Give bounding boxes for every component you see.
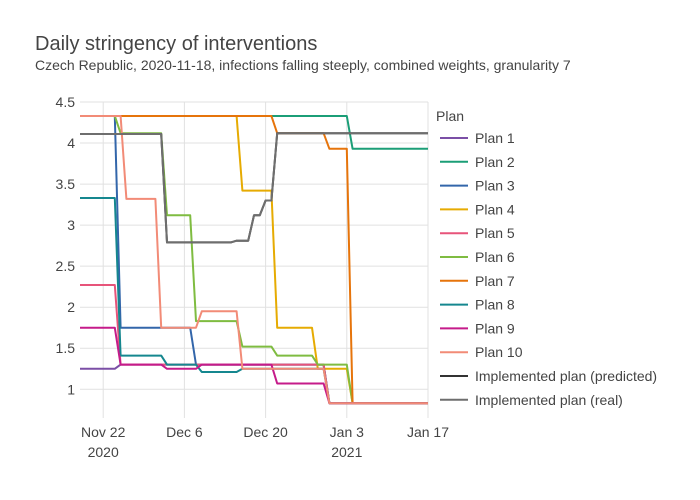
legend-title: Plan <box>436 108 464 124</box>
legend-item-label: Implemented plan (predicted) <box>475 368 657 384</box>
series-line-plan-1 <box>80 363 428 405</box>
plot-area <box>80 115 428 405</box>
legend-item-label: Plan 4 <box>475 201 515 217</box>
chart-title: Daily stringency of interventions <box>35 33 317 55</box>
series-line-plan-7 <box>80 115 428 405</box>
y-axis-ticks: 1 1.5 2 2.5 3 3.5 4 4.5 <box>56 94 76 397</box>
series-line-plan-12 <box>80 132 428 244</box>
x-tick-year: 2021 <box>331 444 362 460</box>
legend-item-label: Implemented plan (real) <box>475 392 623 408</box>
y-tick-label: 3 <box>67 217 75 233</box>
series-line-plan-6 <box>80 115 428 405</box>
legend-item-label: Plan 5 <box>475 225 515 241</box>
y-tick-label: 2 <box>67 299 75 315</box>
series-line-plan-10 <box>80 115 428 405</box>
series-line-plan-3 <box>80 115 428 405</box>
y-tick-label: 2.5 <box>56 258 76 274</box>
x-tick-label: Nov 22 <box>81 424 126 440</box>
series-line-plan-8 <box>80 197 428 405</box>
series-line-plan-5 <box>80 284 428 405</box>
legend-item-label: Plan 9 <box>475 320 515 336</box>
chart-subtitle: Czech Republic, 2020-11-18, infections f… <box>35 57 571 73</box>
legend-item-label: Plan 3 <box>475 178 515 194</box>
x-tick-label: Jan 3 <box>330 424 364 440</box>
x-axis-ticks: Nov 22 2020 Dec 6 Dec 20 Jan 3 2021 Jan 17 <box>81 424 449 460</box>
y-tick-label: 4.5 <box>56 94 76 110</box>
series-line-plan-4 <box>80 115 428 405</box>
legend-item-label: Plan 2 <box>475 154 515 170</box>
y-tick-label: 3.5 <box>56 176 76 192</box>
legend-item-label: Plan 6 <box>475 249 515 265</box>
x-tick-label: Jan 17 <box>407 424 449 440</box>
x-tick-label: Dec 6 <box>166 424 203 440</box>
y-tick-label: 4 <box>67 135 75 151</box>
y-tick-label: 1 <box>67 381 75 397</box>
y-tick-label: 1.5 <box>56 340 76 356</box>
x-tick-year: 2020 <box>88 444 119 460</box>
x-tick-label: Dec 20 <box>243 424 288 440</box>
series-line-plan-9 <box>80 326 428 405</box>
legend-item-label: Plan 8 <box>475 297 515 313</box>
legend-item-label: Plan 7 <box>475 273 515 289</box>
legend-item-label: Plan 1 <box>475 130 515 146</box>
legend-item-label: Plan 10 <box>475 344 523 360</box>
legend: Plan Plan 1 Plan 2 Plan 3 Plan 4 Plan 5 Plan … <box>436 108 657 408</box>
